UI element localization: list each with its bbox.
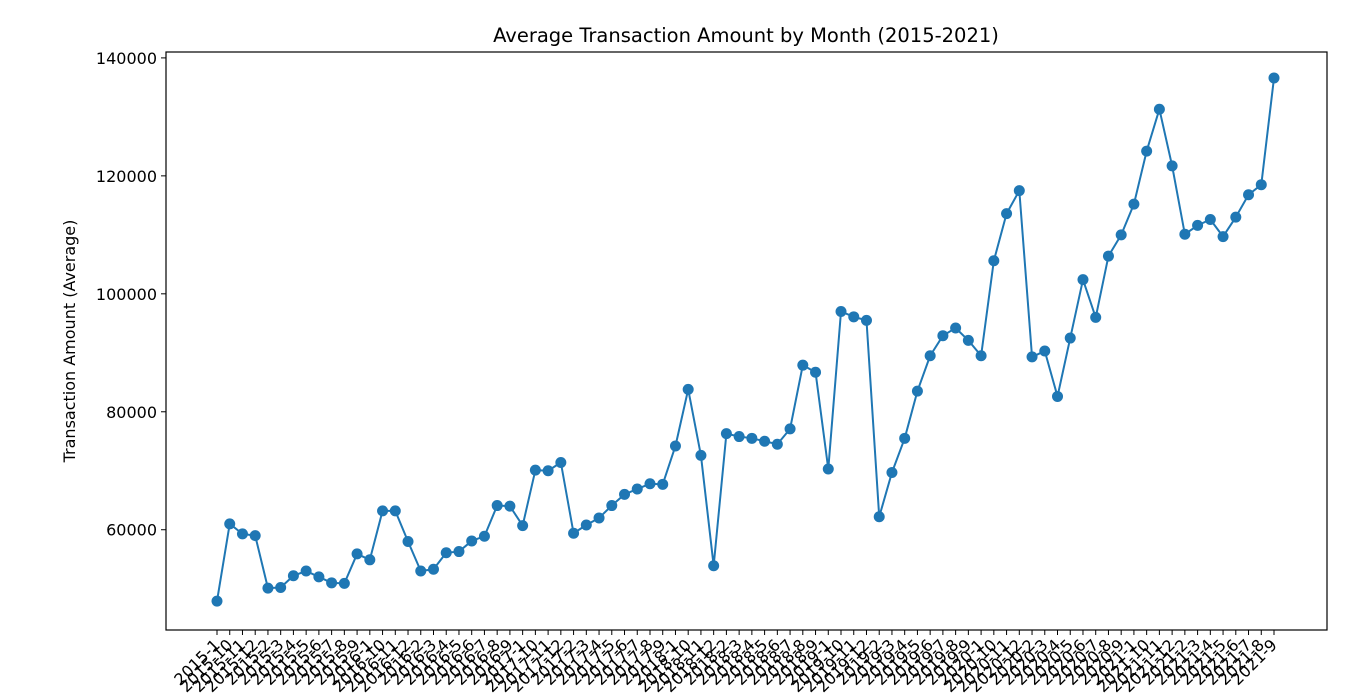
- data-point: [631, 483, 643, 495]
- data-point: [1166, 160, 1178, 172]
- data-point: [1153, 103, 1165, 115]
- data-point: [733, 431, 745, 443]
- data-point: [593, 512, 605, 524]
- data-point: [466, 535, 478, 547]
- data-point: [262, 582, 274, 594]
- data-point: [886, 467, 898, 479]
- data-point: [389, 505, 401, 517]
- data-point: [899, 432, 911, 444]
- data-point: [402, 536, 414, 548]
- y-tick-label: 120000: [96, 167, 157, 186]
- data-point: [988, 255, 1000, 267]
- data-point: [860, 314, 872, 326]
- data-point: [427, 563, 439, 575]
- data-point: [1217, 231, 1229, 243]
- data-point: [1128, 198, 1140, 210]
- plot-area: [211, 72, 1280, 607]
- y-axis: 60000 80000 100000 120000 140000: [96, 49, 166, 540]
- data-point: [351, 548, 363, 560]
- data-point: [873, 511, 885, 523]
- data-point: [1204, 214, 1216, 225]
- data-point: [644, 478, 656, 490]
- data-point: [1230, 211, 1242, 223]
- data-point: [1243, 189, 1255, 201]
- data-point: [542, 465, 554, 477]
- data-point: [1077, 274, 1089, 286]
- data-point: [478, 530, 490, 542]
- data-point: [682, 383, 694, 395]
- data-point: [504, 500, 516, 512]
- data-point: [1039, 345, 1051, 357]
- data-point: [1179, 228, 1191, 240]
- data-point: [1001, 208, 1013, 220]
- data-point: [1268, 72, 1280, 84]
- data-point: [224, 518, 236, 530]
- data-point: [313, 571, 325, 583]
- y-tick-label: 80000: [106, 403, 157, 422]
- data-point: [580, 519, 592, 531]
- data-point: [708, 560, 720, 572]
- data-point: [377, 505, 389, 517]
- data-point: [746, 432, 758, 444]
- data-point: [822, 463, 834, 475]
- data-point: [249, 530, 261, 542]
- data-point: [848, 311, 860, 323]
- data-point: [555, 457, 567, 468]
- data-point: [695, 449, 707, 461]
- data-point: [797, 359, 809, 371]
- data-point: [720, 428, 732, 440]
- data-point: [619, 488, 631, 500]
- data-point: [1052, 390, 1064, 402]
- data-point: [1013, 185, 1025, 197]
- data-point: [1192, 219, 1204, 231]
- data-point: [326, 577, 338, 589]
- x-axis: 2015-12015-102015-112015-122015-22015-32…: [170, 630, 1281, 696]
- data-point: [1026, 351, 1038, 363]
- data-point: [784, 423, 796, 435]
- data-point: [300, 565, 312, 577]
- axes-frame: [165, 51, 1328, 631]
- data-point: [529, 464, 541, 476]
- data-point: [962, 334, 974, 346]
- data-point: [759, 435, 771, 447]
- data-point: [924, 350, 936, 362]
- data-point: [275, 582, 287, 594]
- data-point: [1141, 145, 1153, 157]
- data-point: [950, 322, 962, 334]
- data-point: [364, 554, 376, 566]
- series-line: [216, 77, 1275, 602]
- data-point: [287, 570, 299, 582]
- data-point: [517, 520, 529, 532]
- data-point: [440, 547, 452, 559]
- data-point: [568, 527, 580, 539]
- data-point: [657, 478, 669, 490]
- y-tick-label: 100000: [96, 285, 157, 304]
- data-point: [1102, 250, 1114, 262]
- data-point: [1090, 311, 1102, 323]
- data-point: [606, 500, 618, 512]
- data-point: [669, 440, 681, 452]
- data-point: [453, 546, 465, 558]
- data-point: [911, 385, 923, 397]
- data-point: [937, 330, 949, 342]
- data-point: [771, 438, 783, 450]
- chart-title: Average Transaction Amount by Month (201…: [493, 24, 999, 47]
- data-point: [236, 528, 248, 540]
- y-tick-label: 140000: [96, 49, 157, 68]
- data-point: [338, 577, 350, 589]
- y-tick-label: 60000: [106, 521, 157, 540]
- data-point: [975, 350, 987, 362]
- data-point: [1115, 229, 1127, 241]
- data-point: [810, 366, 822, 378]
- data-point: [491, 500, 503, 512]
- data-point: [1255, 179, 1267, 191]
- y-axis-label: Transaction Amount (Average): [60, 220, 79, 464]
- data-point: [835, 306, 847, 318]
- data-point: [415, 565, 427, 577]
- data-point: [211, 595, 223, 607]
- data-point: [1064, 332, 1076, 344]
